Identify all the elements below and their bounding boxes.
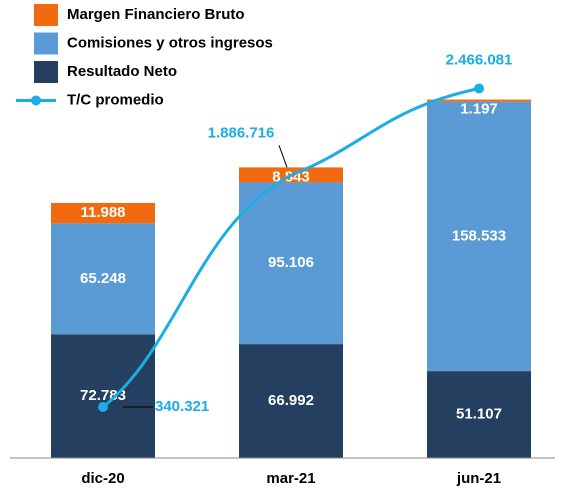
legend-label: Comisiones y otros ingresos	[67, 34, 273, 51]
bar-segment	[239, 344, 343, 458]
legend-swatch	[34, 61, 58, 83]
x-tick-label: mar-21	[266, 470, 315, 487]
data-label: 95.106	[268, 254, 314, 271]
data-label: 51.107	[456, 406, 502, 423]
data-label: 72.783	[80, 387, 126, 404]
bar-segment	[51, 202, 155, 224]
bar-segment	[51, 223, 155, 335]
legend-swatch	[34, 32, 58, 55]
data-label: 66.992	[268, 392, 314, 409]
line	[102, 87, 480, 409]
legend-label: T/C promedio	[67, 91, 164, 108]
legend-label: Margen Financiero Bruto	[67, 6, 245, 23]
line-label: 2.466.081	[446, 51, 513, 68]
data-label: 11.988	[80, 204, 125, 221]
x-tick-label: jun-21	[456, 470, 501, 487]
line-label: 1.886.716	[208, 124, 275, 141]
bar-segment	[427, 99, 531, 102]
leader-line	[278, 145, 288, 168]
data-label: 65.248	[80, 270, 126, 287]
legend-label: Resultado Neto	[67, 63, 177, 80]
bar-segment	[51, 334, 155, 458]
legend-swatch	[34, 4, 58, 26]
line-label: 340.321	[155, 398, 209, 415]
data-label: 1.197	[460, 101, 498, 118]
legend-swatch	[31, 95, 41, 106]
data-label: 158.533	[452, 227, 506, 244]
bar-segment	[427, 371, 531, 458]
line-marker	[474, 83, 484, 94]
x-tick-label: dic-20	[81, 470, 124, 487]
line-marker	[98, 402, 108, 413]
bar-segment	[239, 182, 343, 345]
bar-segment	[427, 101, 531, 372]
